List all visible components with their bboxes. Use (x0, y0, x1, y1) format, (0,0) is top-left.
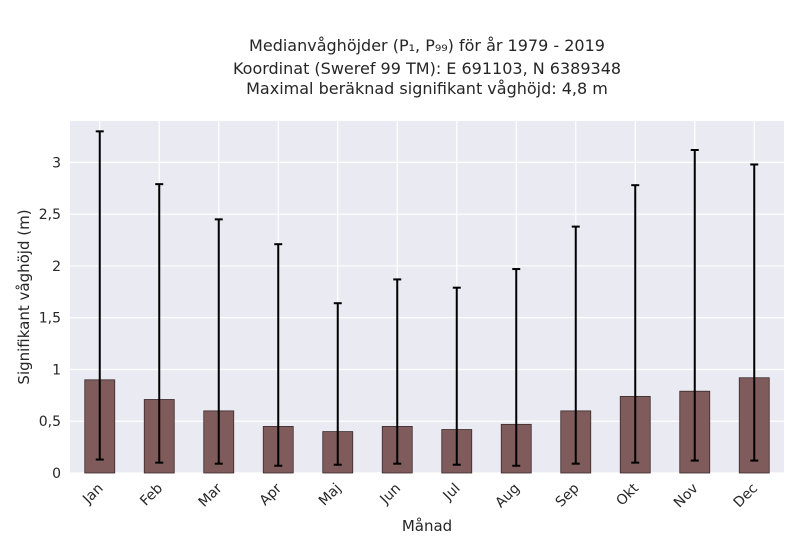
y-tick-label: 0,5 (39, 414, 61, 430)
x-tick-label: Jan (79, 481, 106, 508)
y-tick-label: 3 (52, 155, 61, 171)
y-tick-label: 2,5 (39, 207, 61, 223)
y-tick-label: 2 (52, 259, 61, 275)
error-bar-feb (155, 183, 164, 464)
x-tick-label: Jul (440, 481, 464, 505)
x-tick-label: Sep (553, 480, 583, 510)
error-bar-jun (393, 278, 402, 465)
x-axis-label: Månad (402, 517, 452, 535)
error-bar-apr (274, 243, 283, 467)
error-bar-okt (631, 184, 640, 464)
error-bar-jul (452, 286, 461, 466)
x-tick-label: Maj (316, 481, 345, 510)
x-tick-label: Aug (492, 481, 523, 512)
error-bar-nov (690, 148, 699, 462)
x-tick-label: Apr (257, 480, 286, 509)
x-tick-label: Mar (196, 480, 226, 510)
x-tick-labels: Jan Feb Mar Apr Maj Jun Jul Aug Sep Okt Nov Dec (79, 480, 761, 511)
error-bars (95, 130, 759, 467)
y-tick-labels: 0 0,5 1 1,5 2 2,5 3 (39, 155, 61, 482)
x-tick-label: Feb (137, 480, 166, 509)
title-line-1: Medianvåghöjder (P₁, P₉₉) för år 1979 - … (249, 36, 605, 55)
y-gridlines (70, 161, 784, 474)
error-bar-maj (333, 302, 342, 466)
error-bar-mar (214, 218, 223, 465)
plot-area (70, 121, 784, 473)
y-axis-label: Signifikant våghöjd (m) (15, 209, 33, 384)
x-tick-label: Nov (671, 481, 702, 512)
y-tick-label: 1 (52, 362, 61, 378)
title-line-2: Koordinat (Sweref 99 TM): E 691103, N 63… (233, 59, 621, 78)
error-bar-dec (750, 163, 759, 462)
error-bar-sep (571, 225, 580, 465)
x-tick-label: Okt (613, 480, 642, 509)
x-tick-label: Dec (731, 481, 761, 511)
error-bar-aug (512, 268, 521, 467)
title-line-3: Maximal beräknad signifikant våghöjd: 4,… (246, 79, 608, 98)
error-bar-jan (95, 130, 104, 461)
y-tick-label: 0 (52, 466, 61, 482)
x-tick-label: Jun (377, 481, 404, 508)
chart-title: Medianvåghöjder (P₁, P₉₉) för år 1979 - … (233, 36, 621, 98)
y-tick-label: 1,5 (39, 311, 61, 327)
